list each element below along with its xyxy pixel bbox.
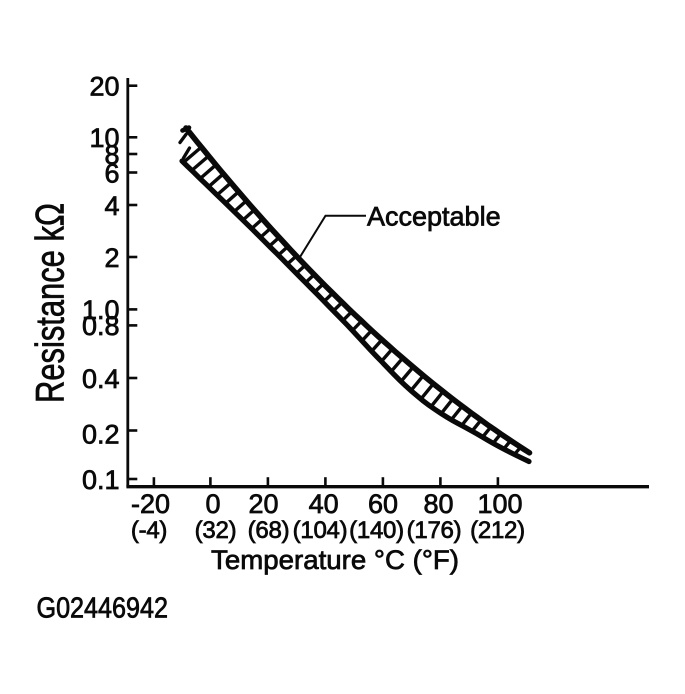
svg-text:60: 60 [368, 489, 398, 519]
svg-text:(176): (176) [407, 517, 462, 544]
svg-text:(140): (140) [349, 517, 404, 544]
svg-text:0.1: 0.1 [82, 465, 120, 495]
svg-text:1.0: 1.0 [82, 295, 120, 325]
svg-text:Acceptable: Acceptable [367, 202, 501, 232]
svg-text:4: 4 [104, 191, 119, 221]
svg-text:100: 100 [477, 489, 522, 519]
svg-text:80: 80 [423, 489, 453, 519]
svg-text:0.4: 0.4 [82, 364, 120, 394]
svg-text:-20: -20 [131, 489, 170, 519]
svg-text:2: 2 [104, 243, 119, 273]
svg-text:10: 10 [89, 123, 119, 153]
svg-text:(104): (104) [293, 517, 348, 544]
svg-text:Resistance kΩ: Resistance kΩ [29, 203, 73, 403]
svg-text:40: 40 [309, 489, 339, 519]
svg-text:0.2: 0.2 [82, 419, 120, 449]
svg-text:(68): (68) [248, 517, 290, 544]
svg-text:8: 8 [104, 140, 119, 170]
svg-text:(32): (32) [195, 517, 237, 544]
svg-text:(-4): (-4) [131, 517, 167, 544]
svg-text:G02446942: G02446942 [37, 593, 169, 625]
svg-text:0.8: 0.8 [82, 311, 120, 341]
svg-text:(212): (212) [470, 517, 525, 544]
svg-text:20: 20 [248, 489, 278, 519]
svg-text:6: 6 [104, 158, 119, 188]
svg-text:Temperature °C (°F): Temperature °C (°F) [211, 545, 459, 575]
svg-text:0: 0 [205, 489, 220, 519]
svg-text:20: 20 [89, 72, 119, 102]
